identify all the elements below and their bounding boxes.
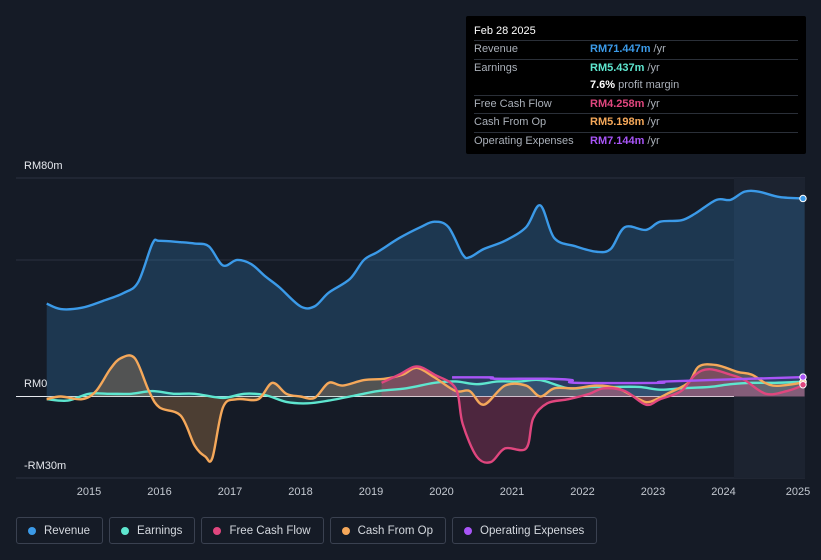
- earnings-line: [46, 378, 805, 405]
- tooltip-label: Earnings: [474, 61, 518, 74]
- legend-dot-icon: [213, 526, 222, 535]
- series-areas: [46, 190, 805, 463]
- series-end-markers: [799, 194, 807, 389]
- tooltip-value: RM71.447m: [590, 43, 651, 55]
- x-tick-label: 2025: [785, 486, 811, 498]
- legend-label: Operating Expenses: [480, 524, 585, 537]
- legend-item-earnings[interactable]: Earnings: [109, 517, 196, 544]
- cash-from-op-area: [46, 355, 805, 462]
- tooltip-label: Free Cash Flow: [474, 97, 552, 110]
- x-tick-label: 2024: [711, 486, 736, 498]
- legend-dot-icon: [464, 526, 473, 535]
- tooltip-row: Cash From Op RM5.198m/yr: [474, 113, 798, 132]
- tooltip-unit: /yr: [647, 97, 660, 110]
- tooltip-unit: profit margin: [618, 79, 680, 91]
- legend: Revenue Earnings Free Cash Flow Cash From O…: [16, 517, 598, 544]
- earnings-area: [46, 379, 805, 404]
- legend-item-operating-expenses[interactable]: Operating Expenses: [452, 517, 598, 544]
- cash-from-op-line: [46, 354, 805, 463]
- y-tick-top: RM80m: [24, 160, 63, 172]
- tooltip-row: Operating Expenses RM7.144m/yr: [474, 131, 798, 151]
- series-lines: [46, 189, 805, 464]
- x-tick-label: 2021: [499, 486, 525, 498]
- legend-item-free-cash-flow[interactable]: Free Cash Flow: [201, 517, 324, 544]
- tooltip-value: 7.6%: [590, 79, 616, 91]
- legend-dot-icon: [121, 526, 130, 535]
- tooltip-label: Operating Expenses: [474, 134, 574, 147]
- operating-expenses-line: [452, 375, 805, 385]
- tooltip-label: Cash From Op: [474, 116, 547, 128]
- legend-item-revenue[interactable]: Revenue: [16, 517, 104, 544]
- tooltip-label: [474, 77, 590, 95]
- tooltip-row: Free Cash Flow RM4.258m/yr: [474, 94, 798, 114]
- tooltip-unit: /yr: [647, 61, 660, 74]
- free-cash-flow-end-point: [799, 381, 807, 389]
- x-tick-label: 2022: [570, 486, 595, 498]
- legend-label: Revenue: [44, 524, 91, 537]
- tooltip-date: Feb 28 2025: [474, 25, 536, 37]
- legend-label: Free Cash Flow: [229, 524, 311, 537]
- tooltip-row: 7.6% profit margin: [474, 77, 798, 95]
- tooltip-row: Revenue RM71.447m/yr: [474, 40, 798, 59]
- revenue-line: [46, 189, 805, 311]
- free-cash-flow-area: [381, 366, 805, 463]
- x-tick-label: 2018: [288, 486, 313, 498]
- legend-dot-icon: [28, 526, 36, 535]
- revenue-area: [46, 190, 805, 397]
- tooltip-unit: /yr: [647, 116, 660, 128]
- x-tick-label: 2017: [217, 486, 243, 498]
- tooltip-value: RM4.258m: [590, 97, 645, 110]
- legend-dot-icon: [341, 526, 350, 535]
- free-cash-flow-line: [381, 365, 805, 464]
- tooltip-value: RM5.437m: [590, 61, 645, 74]
- tooltip-row: Earnings RM5.437m/yr: [474, 58, 798, 78]
- forecast-shade: [734, 178, 805, 478]
- x-tick-label: 2015: [76, 486, 102, 498]
- x-tick-label: 2023: [640, 486, 666, 498]
- x-tick-label: 2019: [358, 486, 384, 498]
- operating-expenses-end-point: [799, 373, 807, 381]
- x-tick-label: 2016: [147, 486, 172, 498]
- y-tick-bottom: -RM30m: [24, 460, 67, 472]
- legend-label: Cash From Op: [357, 524, 434, 537]
- tooltip-label: Revenue: [474, 43, 519, 55]
- x-tick-label: 2020: [429, 486, 454, 498]
- legend-item-cash-from-op[interactable]: Cash From Op: [329, 517, 447, 544]
- legend-label: Earnings: [137, 524, 183, 537]
- tooltip: Feb 28 2025 Revenue RM71.447m/yr Earnings R…: [466, 16, 806, 154]
- revenue-end-point: [799, 194, 807, 203]
- tooltip-unit: /yr: [653, 43, 666, 55]
- y-tick-zero: RM0: [24, 378, 48, 390]
- tooltip-unit: /yr: [647, 134, 660, 147]
- tooltip-value: RM5.198m: [590, 116, 645, 128]
- tooltip-value: RM7.144m: [590, 134, 645, 147]
